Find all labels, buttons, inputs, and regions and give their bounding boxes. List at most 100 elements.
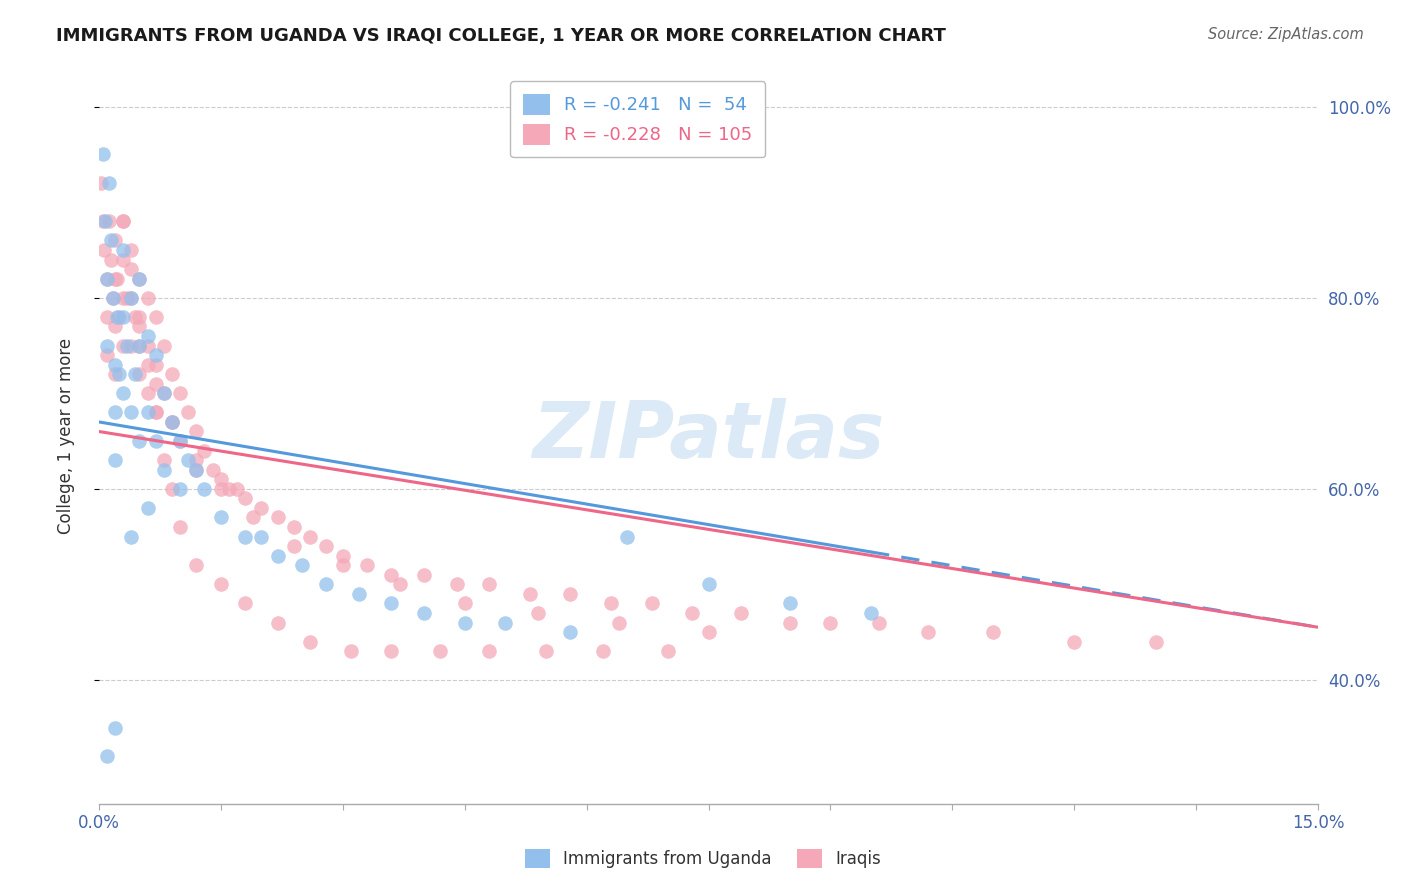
Point — [160, 415, 183, 429]
Point — [429, 644, 451, 658]
Point — [226, 482, 249, 496]
Point — [100, 234, 122, 248]
Point — [136, 386, 159, 401]
Point — [388, 577, 411, 591]
Point — [413, 567, 436, 582]
Point — [607, 615, 630, 630]
Point — [112, 214, 135, 228]
Legend: Immigrants from Uganda, Iraqis: Immigrants from Uganda, Iraqis — [519, 842, 887, 875]
Point — [93, 243, 115, 257]
Point — [104, 319, 127, 334]
Point — [356, 558, 378, 573]
Point — [332, 558, 354, 573]
Point — [242, 510, 264, 524]
Text: IMMIGRANTS FROM UGANDA VS IRAQI COLLEGE, 1 YEAR OR MORE CORRELATION CHART: IMMIGRANTS FROM UGANDA VS IRAQI COLLEGE,… — [56, 27, 946, 45]
Point — [380, 567, 402, 582]
Point — [128, 310, 150, 324]
Point — [186, 425, 208, 439]
Point — [640, 596, 662, 610]
Point — [145, 434, 167, 448]
Point — [453, 615, 475, 630]
Point — [90, 176, 112, 190]
Point — [124, 367, 146, 381]
Point — [534, 644, 557, 658]
Point — [266, 615, 288, 630]
Point — [96, 338, 118, 352]
Point — [233, 530, 256, 544]
Point — [104, 271, 127, 285]
Point — [117, 291, 139, 305]
Point — [494, 615, 516, 630]
Point — [100, 252, 122, 267]
Point — [108, 367, 131, 381]
Point — [209, 482, 232, 496]
Point — [104, 405, 127, 419]
Point — [120, 243, 142, 257]
Point — [218, 482, 240, 496]
Point — [177, 453, 200, 467]
Point — [124, 310, 146, 324]
Point — [453, 596, 475, 610]
Point — [96, 310, 118, 324]
Point — [117, 338, 139, 352]
Point — [160, 482, 183, 496]
Point — [186, 558, 208, 573]
Point — [730, 606, 752, 620]
Point — [981, 625, 1004, 640]
Point — [177, 405, 200, 419]
Point — [527, 606, 550, 620]
Point — [681, 606, 703, 620]
Point — [120, 291, 142, 305]
Point — [186, 463, 208, 477]
Point — [1063, 634, 1085, 648]
Point — [315, 577, 337, 591]
Point — [120, 405, 142, 419]
Point — [136, 500, 159, 515]
Point — [120, 338, 142, 352]
Point — [380, 596, 402, 610]
Point — [291, 558, 314, 573]
Point — [153, 386, 176, 401]
Point — [94, 214, 117, 228]
Point — [592, 644, 614, 658]
Point — [233, 596, 256, 610]
Point — [413, 606, 436, 620]
Point — [104, 367, 127, 381]
Point — [917, 625, 939, 640]
Point — [697, 577, 720, 591]
Point — [128, 367, 150, 381]
Point — [145, 310, 167, 324]
Point — [104, 453, 127, 467]
Point — [145, 405, 167, 419]
Point — [160, 415, 183, 429]
Point — [186, 453, 208, 467]
Point — [103, 291, 125, 305]
Point — [128, 434, 150, 448]
Point — [283, 539, 305, 553]
Point — [128, 271, 150, 285]
Point — [209, 577, 232, 591]
Point — [136, 291, 159, 305]
Point — [169, 386, 191, 401]
Point — [193, 482, 215, 496]
Point — [209, 472, 232, 486]
Point — [779, 596, 801, 610]
Point — [112, 214, 135, 228]
Point — [560, 587, 582, 601]
Point — [104, 721, 127, 735]
Point — [233, 491, 256, 506]
Point — [105, 271, 128, 285]
Point — [112, 243, 135, 257]
Point — [97, 176, 120, 190]
Point — [616, 530, 638, 544]
Point — [96, 749, 118, 764]
Point — [347, 587, 370, 601]
Point — [779, 615, 801, 630]
Legend: R = -0.241   N =  54, R = -0.228   N = 105: R = -0.241 N = 54, R = -0.228 N = 105 — [510, 81, 765, 157]
Point — [103, 291, 125, 305]
Point — [96, 271, 118, 285]
Point — [112, 310, 135, 324]
Point — [96, 348, 118, 362]
Point — [112, 291, 135, 305]
Point — [153, 463, 176, 477]
